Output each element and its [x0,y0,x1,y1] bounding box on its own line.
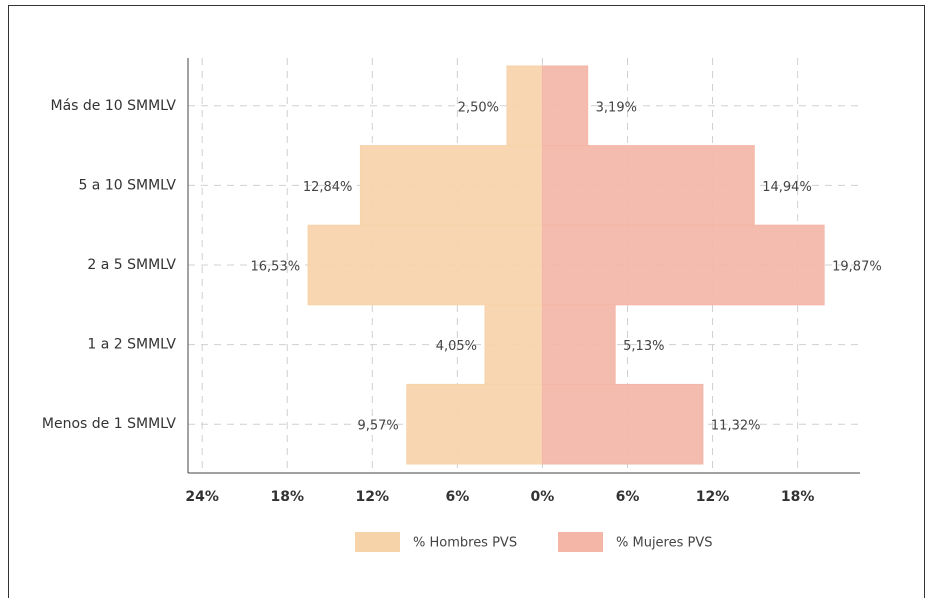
y-tick-label: 1 a 2 SMMLV [87,337,176,353]
bar [541,145,755,226]
data-label: 9,57% [357,419,398,434]
legend-label: % Mujeres PVS [616,536,713,551]
y-tick-label: 5 a 10 SMMLV [78,177,176,193]
bar [484,304,543,385]
data-label: 3,19% [596,100,637,115]
bar [506,65,543,147]
legend-swatch [355,532,400,552]
data-label: 14,94% [762,180,812,195]
data-label: 11,32% [711,419,761,434]
x-tick-label: 6% [616,489,640,505]
y-tick-label: 2 a 5 SMMLV [87,257,176,273]
x-tick-label: 18% [781,489,815,505]
data-label: 2,50% [458,100,499,115]
y-tick-label: Menos de 1 SMMLV [42,416,176,432]
bar [541,224,825,306]
bar [307,224,543,306]
data-label: 19,87% [832,260,882,275]
x-tick-label: 6% [445,489,469,505]
x-tick-label: 18% [270,489,304,505]
frame [8,5,925,598]
data-label: 4,05% [436,339,477,354]
x-tick-label: 24% [185,489,219,505]
bar [541,65,589,147]
bar [359,145,543,226]
data-label: 16,53% [251,260,301,275]
x-tick-label: 12% [696,489,730,505]
data-label: 12,84% [303,180,353,195]
bar [406,383,543,465]
x-tick-label: 12% [356,489,390,505]
bar [541,304,616,385]
data-label: 5,13% [623,339,664,354]
legend-swatch [558,532,603,552]
x-tick-label: 0% [531,489,555,505]
y-tick-label: Más de 10 SMMLV [50,98,176,114]
legend-label: % Hombres PVS [413,536,517,551]
bar [541,383,704,465]
